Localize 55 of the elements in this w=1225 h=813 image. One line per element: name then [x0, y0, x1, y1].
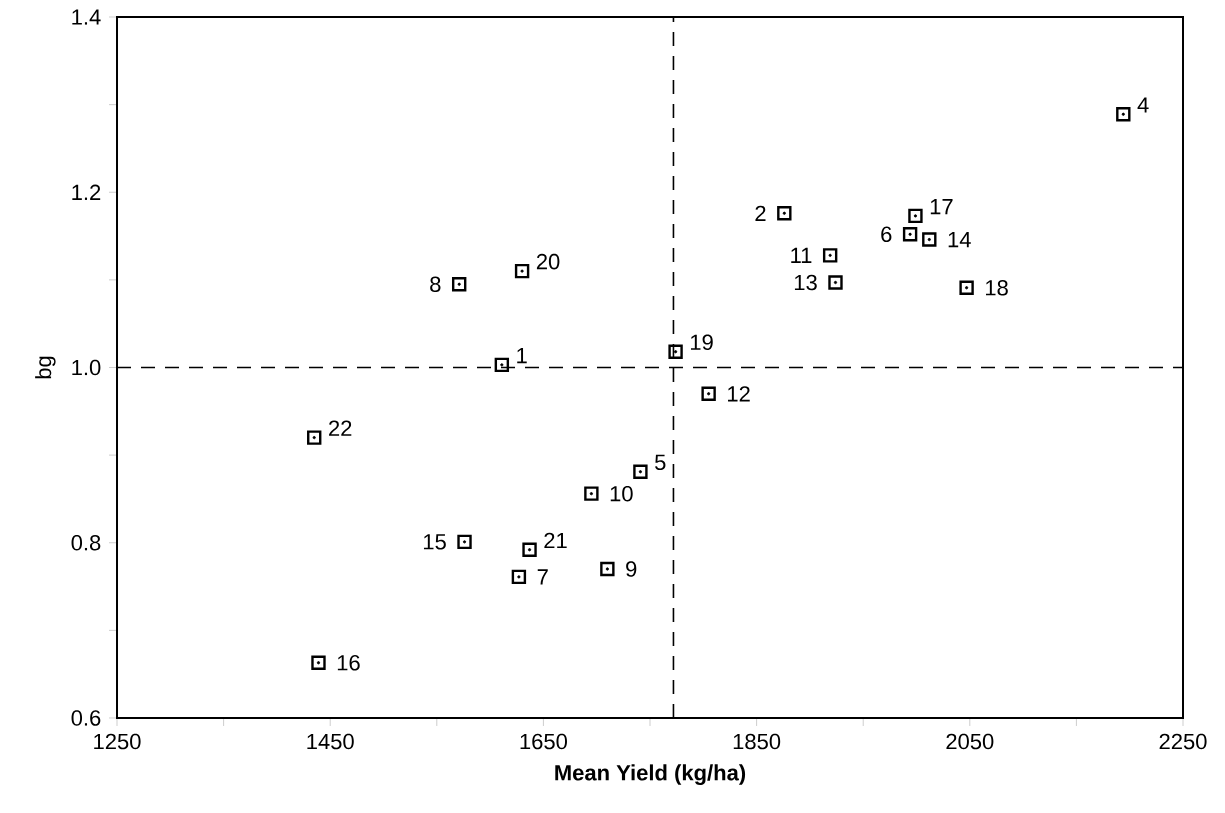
annotation: 20: [536, 253, 560, 270]
annotation: 10: [610, 485, 633, 502]
point: [584, 486, 599, 501]
y-tick-label: 0.8: [71, 534, 101, 551]
annotation: 21: [544, 532, 567, 549]
x-tick-label: 2250: [1159, 733, 1207, 750]
annotation: 2: [755, 205, 766, 221]
annotation: 15: [423, 534, 446, 550]
point: [1116, 107, 1131, 122]
annotation: 13: [794, 274, 817, 291]
point: [451, 277, 467, 292]
annotation: 7: [537, 569, 548, 585]
point: [828, 275, 843, 290]
annotation: 17: [930, 199, 953, 215]
annotation: 18: [986, 280, 1008, 296]
annotation: 14: [948, 232, 971, 248]
x-tick-label: 1450: [307, 733, 354, 750]
y-tick-label: 0.6: [71, 710, 101, 726]
annotation: 6: [881, 226, 892, 243]
x-tick-label: 1650: [520, 733, 567, 750]
point: [457, 534, 472, 550]
annotation: 5: [655, 454, 666, 471]
point: [311, 655, 326, 670]
point: [522, 542, 537, 557]
point: [514, 263, 530, 279]
point: [822, 248, 838, 263]
annotation: 9: [626, 561, 637, 577]
point: [511, 569, 527, 585]
point: [494, 357, 510, 373]
point: [307, 430, 322, 445]
point: [633, 464, 648, 479]
x-axis-title: Mean Yield (kg/ha): [555, 764, 746, 785]
annotation: 22: [329, 420, 352, 436]
annotation: 4: [1137, 97, 1149, 113]
annotation: 8: [430, 276, 441, 293]
y-tick-label: 1.2: [72, 184, 101, 200]
annotation: 16: [337, 655, 360, 671]
point: [668, 344, 683, 359]
point: [922, 232, 937, 247]
point: [701, 386, 716, 401]
y-tick-label: 1.0: [72, 359, 101, 376]
annotation: 19: [690, 334, 713, 350]
annotation: 11: [791, 247, 812, 263]
point: [908, 208, 923, 224]
point: [902, 227, 918, 242]
x-tick-label: 1250: [94, 733, 141, 750]
y-tick-label: 1.4: [72, 9, 101, 25]
point: [600, 561, 615, 577]
x-tick-label: 2050: [946, 733, 994, 750]
annotation: 1: [517, 348, 527, 364]
point: [777, 206, 792, 221]
x-tick-label: 1850: [733, 733, 781, 750]
annotation: 12: [728, 386, 750, 402]
point: [959, 280, 974, 295]
y-axis-title: bg: [35, 356, 56, 379]
